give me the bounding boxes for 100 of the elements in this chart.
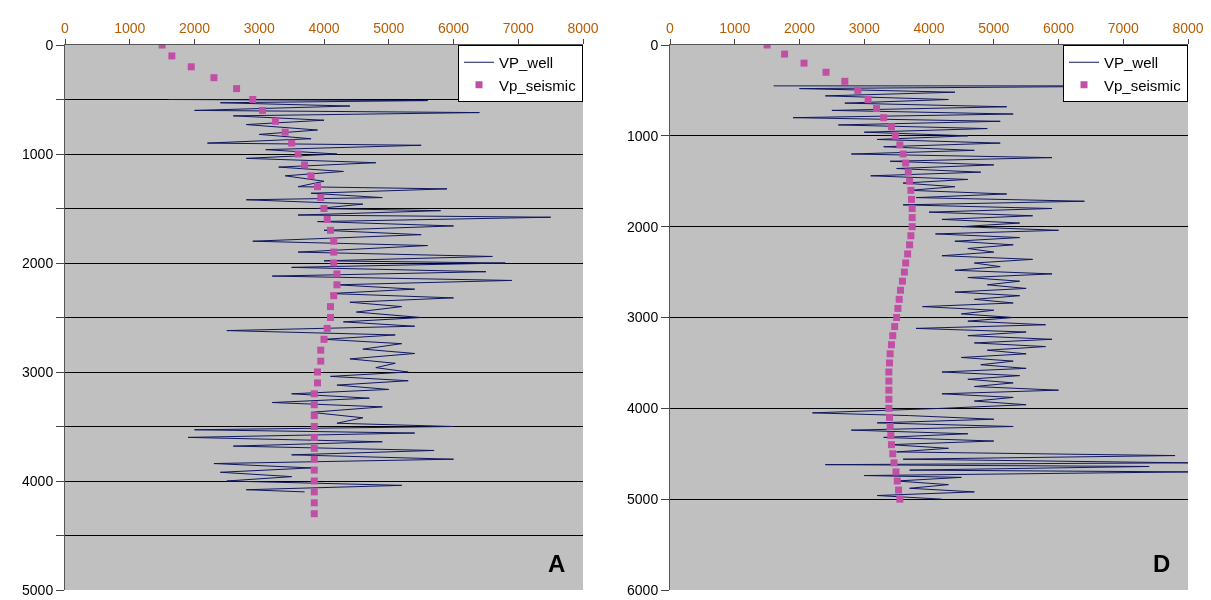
point bbox=[310, 444, 318, 452]
point bbox=[891, 132, 899, 140]
x-tick-label: 4000 bbox=[913, 20, 945, 37]
y-tick-label: 0 bbox=[650, 36, 659, 53]
annotation: D bbox=[1153, 550, 1171, 577]
point bbox=[892, 468, 900, 476]
point bbox=[902, 159, 910, 167]
point bbox=[885, 368, 893, 376]
x-tick-label: 6000 bbox=[1042, 20, 1075, 37]
x-tick-label: 1000 bbox=[719, 20, 751, 37]
point bbox=[854, 86, 862, 94]
legend-label: Vp_seismic bbox=[1104, 76, 1182, 94]
point bbox=[893, 314, 901, 321]
point bbox=[899, 150, 907, 158]
point bbox=[886, 423, 894, 430]
point bbox=[864, 96, 872, 103]
point bbox=[898, 277, 906, 285]
point bbox=[890, 459, 898, 467]
point bbox=[301, 161, 309, 169]
point bbox=[907, 186, 915, 194]
point bbox=[307, 172, 315, 180]
x-tick-label: 4000 bbox=[308, 20, 340, 37]
point bbox=[889, 332, 897, 340]
point bbox=[906, 241, 914, 249]
x-tick-label: 7000 bbox=[1107, 20, 1140, 37]
point bbox=[288, 139, 296, 147]
point bbox=[320, 335, 328, 343]
point bbox=[904, 250, 912, 258]
point bbox=[310, 510, 318, 518]
point bbox=[310, 477, 318, 485]
x-tick-label: 2000 bbox=[178, 20, 211, 37]
point bbox=[885, 404, 893, 412]
point bbox=[887, 432, 895, 440]
point bbox=[281, 128, 289, 136]
point bbox=[314, 368, 322, 376]
point bbox=[310, 401, 318, 409]
point bbox=[330, 292, 338, 300]
point bbox=[310, 488, 318, 496]
point bbox=[317, 357, 325, 365]
line-series bbox=[168, 99, 552, 493]
point bbox=[873, 105, 881, 113]
legend-label: VP_well bbox=[1104, 54, 1159, 72]
point bbox=[889, 450, 897, 458]
point bbox=[908, 223, 916, 231]
point bbox=[841, 77, 849, 85]
point bbox=[800, 59, 808, 67]
point bbox=[310, 412, 318, 420]
y-tick-label: 1000 bbox=[22, 145, 54, 162]
point bbox=[310, 390, 318, 398]
point bbox=[320, 205, 328, 212]
point bbox=[310, 455, 318, 463]
point bbox=[258, 106, 266, 114]
point bbox=[326, 314, 334, 321]
y-tick-label: 6000 bbox=[627, 581, 659, 598]
y-tick-label: 0 bbox=[45, 36, 54, 53]
x-tick-label: 2000 bbox=[783, 20, 816, 37]
y-tick-label: 2000 bbox=[627, 218, 659, 235]
point bbox=[887, 123, 895, 131]
point bbox=[333, 270, 341, 278]
point bbox=[210, 74, 218, 82]
x-tick-label: 7000 bbox=[502, 20, 535, 37]
point bbox=[271, 117, 279, 125]
point bbox=[326, 303, 334, 311]
x-tick-label: 0 bbox=[666, 20, 675, 37]
point bbox=[233, 85, 241, 93]
y-tick-label: 5000 bbox=[22, 581, 54, 598]
point bbox=[317, 194, 325, 202]
point bbox=[880, 114, 888, 122]
point bbox=[310, 423, 318, 430]
point bbox=[330, 248, 338, 256]
point bbox=[885, 377, 893, 385]
point bbox=[891, 323, 899, 331]
point bbox=[908, 195, 916, 203]
x-tick-label: 8000 bbox=[1172, 20, 1204, 37]
x-tick-label: 6000 bbox=[437, 20, 470, 37]
point bbox=[907, 232, 915, 240]
x-tick-label: 5000 bbox=[373, 20, 405, 37]
y-tick-label: 1000 bbox=[627, 127, 659, 144]
point bbox=[906, 177, 914, 185]
point bbox=[908, 214, 916, 222]
y-tick-label: 4000 bbox=[627, 400, 659, 417]
point bbox=[900, 268, 908, 276]
y-tick-label: 2000 bbox=[22, 254, 54, 271]
point bbox=[887, 341, 895, 349]
point bbox=[886, 359, 893, 367]
x-tick-label: 1000 bbox=[114, 20, 146, 37]
point bbox=[896, 495, 904, 503]
point bbox=[887, 441, 895, 449]
point bbox=[781, 50, 789, 58]
x-tick-label: 8000 bbox=[567, 20, 599, 37]
x-tick-label: 3000 bbox=[848, 20, 881, 37]
point bbox=[330, 259, 338, 267]
legend-label: VP_well bbox=[499, 54, 554, 72]
point bbox=[895, 486, 903, 494]
point bbox=[904, 168, 912, 176]
point bbox=[317, 346, 325, 354]
point bbox=[885, 386, 893, 394]
point bbox=[886, 350, 894, 358]
point bbox=[323, 324, 331, 332]
x-tick-label: 5000 bbox=[978, 20, 1010, 37]
